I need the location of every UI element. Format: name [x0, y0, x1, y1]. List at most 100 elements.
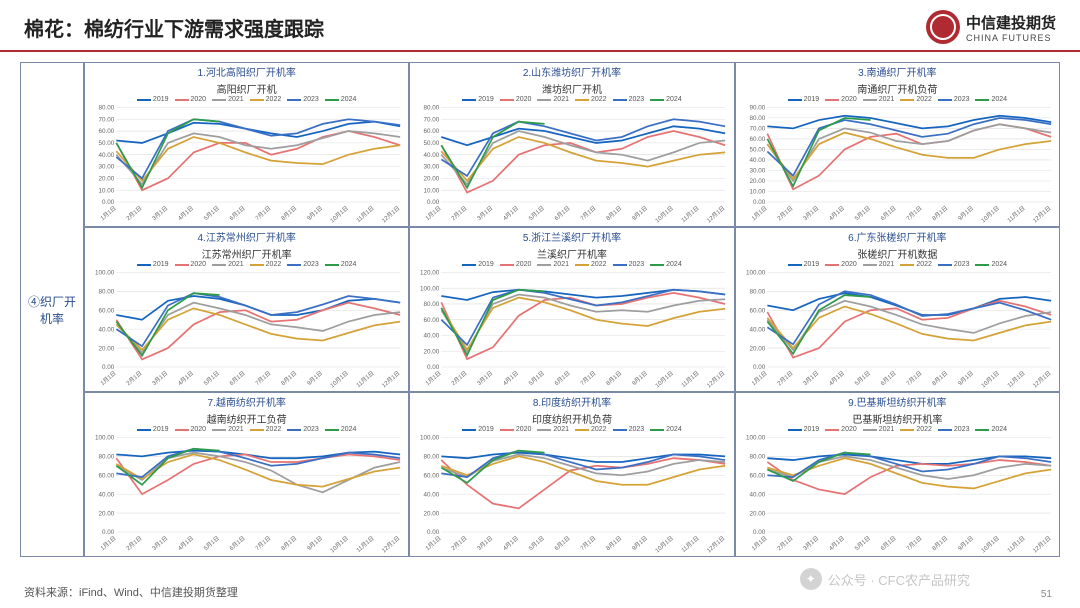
svg-text:70.00: 70.00 [424, 116, 440, 123]
legend-item: 2020 [825, 96, 857, 103]
legend-item: 2022 [250, 96, 282, 103]
legend-swatch [900, 99, 914, 101]
logo-text-cn: 中信建投期货 [966, 12, 1056, 33]
svg-text:60.00: 60.00 [749, 472, 765, 479]
legend-label: 2022 [916, 96, 932, 103]
svg-text:30.00: 30.00 [749, 168, 765, 175]
svg-text:10月1日: 10月1日 [654, 535, 675, 554]
legend-item: 2021 [212, 96, 244, 103]
legend-item: 2019 [137, 96, 169, 103]
svg-text:60.00: 60.00 [424, 128, 440, 135]
legend-swatch [613, 429, 627, 431]
legend-label: 2019 [478, 261, 494, 268]
svg-text:20.00: 20.00 [749, 345, 765, 352]
chart-title: 巴基斯坦纺织开机率 [740, 411, 1055, 426]
legend-item: 2024 [325, 426, 357, 433]
svg-text:4月1日: 4月1日 [502, 205, 520, 223]
svg-text:12月1日: 12月1日 [1031, 535, 1052, 554]
legend-label: 2023 [954, 426, 970, 433]
chart-svg: 0.0020.0040.0060.0080.00100.001月1日2月1日3月… [740, 433, 1055, 554]
legend-swatch [788, 264, 802, 266]
legend-item: 2022 [900, 426, 932, 433]
legend-item: 2022 [575, 261, 607, 268]
svg-text:5月1日: 5月1日 [853, 205, 871, 223]
legend-swatch [212, 264, 226, 266]
svg-text:20.00: 20.00 [98, 345, 114, 352]
legend-label: 2021 [553, 261, 569, 268]
legend-label: 2019 [153, 96, 169, 103]
svg-text:100.00: 100.00 [420, 285, 440, 292]
legend-item: 2023 [938, 261, 970, 268]
svg-text:100.00: 100.00 [746, 434, 766, 441]
legend-item: 2020 [500, 261, 532, 268]
svg-text:6月1日: 6月1日 [879, 370, 897, 388]
legend-item: 2024 [650, 96, 682, 103]
svg-text:2月1日: 2月1日 [776, 535, 794, 553]
legend-swatch [900, 429, 914, 431]
svg-text:60.00: 60.00 [98, 472, 114, 479]
legend-item: 2020 [825, 261, 857, 268]
legend-swatch [863, 99, 877, 101]
charts-grid: 1.河北高阳织厂开机率高阳织厂开机20192020202120222023202… [84, 62, 1060, 557]
legend-swatch [863, 429, 877, 431]
legend-swatch [537, 99, 551, 101]
legend-swatch [462, 429, 476, 431]
legend-swatch [537, 264, 551, 266]
legend-item: 2019 [462, 96, 494, 103]
legend-label: 2021 [228, 96, 244, 103]
svg-text:9月1日: 9月1日 [306, 535, 324, 553]
chart-title: 张槎织厂开机数据 [740, 246, 1055, 261]
svg-text:11月1日: 11月1日 [355, 205, 375, 224]
svg-text:1月1日: 1月1日 [99, 535, 117, 553]
legend-swatch [650, 429, 664, 431]
legend-item: 2021 [212, 426, 244, 433]
svg-text:40.00: 40.00 [98, 152, 114, 159]
chart-head: 9.巴基斯坦纺织开机率 [736, 393, 1059, 410]
legend-item: 2023 [613, 261, 645, 268]
svg-text:2月1日: 2月1日 [125, 205, 143, 223]
svg-text:9月1日: 9月1日 [631, 535, 649, 553]
legend-swatch [137, 99, 151, 101]
brand-logo: 中信建投期货 CHINA FUTURES [926, 10, 1056, 44]
page-title: 棉花：棉纺行业下游需求强度跟踪 [24, 13, 324, 42]
svg-text:11月1日: 11月1日 [355, 370, 375, 389]
svg-text:7月1日: 7月1日 [254, 205, 272, 223]
svg-text:10月1日: 10月1日 [980, 370, 1001, 389]
svg-text:10月1日: 10月1日 [654, 205, 675, 224]
logo-text-en: CHINA FUTURES [966, 33, 1056, 43]
legend-label: 2019 [153, 261, 169, 268]
series-line [116, 137, 400, 181]
chart-cell-2: 2.山东潍坊织厂开机率潍坊织厂开机20192020202120222023202… [409, 62, 734, 227]
svg-text:10月1日: 10月1日 [654, 370, 675, 389]
watermark: ✦ 公众号 · CFC农产品研究 [800, 568, 970, 590]
legend-label: 2020 [516, 261, 532, 268]
legend-item: 2024 [325, 261, 357, 268]
svg-text:50.00: 50.00 [98, 140, 114, 147]
svg-text:60.00: 60.00 [749, 307, 765, 314]
legend-label: 2022 [266, 426, 282, 433]
chart-wrap: 江苏常州织厂开机率2019202020212022202320240.0020.… [85, 245, 408, 391]
legend-swatch [788, 429, 802, 431]
svg-text:20.00: 20.00 [749, 510, 765, 517]
chart-svg: 0.0020.0040.0060.0080.00100.001月1日2月1日3月… [89, 433, 404, 554]
chart-head: 3.南通织厂开机率 [736, 63, 1059, 80]
svg-text:9月1日: 9月1日 [956, 370, 974, 388]
legend-item: 2020 [825, 426, 857, 433]
legend-item: 2023 [613, 426, 645, 433]
legend-item: 2022 [900, 96, 932, 103]
svg-text:5月1日: 5月1日 [528, 535, 546, 553]
svg-text:100.00: 100.00 [746, 269, 766, 276]
legend-label: 2020 [516, 96, 532, 103]
legend-label: 2023 [303, 426, 319, 433]
legend-swatch [250, 264, 264, 266]
legend-item: 2021 [537, 261, 569, 268]
svg-text:3月1日: 3月1日 [476, 535, 494, 553]
svg-text:6月1日: 6月1日 [554, 370, 572, 388]
svg-text:80.00: 80.00 [424, 453, 440, 460]
svg-text:100.00: 100.00 [95, 434, 115, 441]
legend-label: 2024 [666, 261, 682, 268]
legend-label: 2024 [991, 426, 1007, 433]
legend-item: 2023 [613, 96, 645, 103]
chart-cell-5: 5.浙江兰溪织厂开机率兰溪织厂开机率2019202020212022202320… [409, 227, 734, 392]
chart-head: 2.山东潍坊织厂开机率 [410, 63, 733, 80]
